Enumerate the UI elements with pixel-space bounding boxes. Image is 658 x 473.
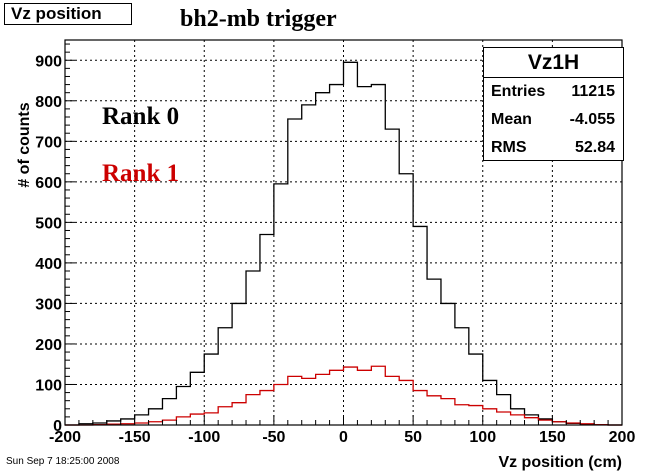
canvas-title: Vz position (4, 3, 132, 25)
x-tick-label: 0 (339, 429, 348, 446)
x-tick-label: -100 (188, 429, 220, 446)
stats-box-name: Vz1H (484, 48, 623, 78)
stats-label: RMS (491, 139, 527, 156)
stats-box: Vz1H Entries 11215 Mean -4.055 RMS 52.84 (483, 47, 624, 161)
plot-frame (64, 39, 623, 426)
y-tick-label: 900 (35, 53, 62, 70)
stats-label: Mean (491, 111, 532, 128)
y-tick-label: 200 (35, 337, 62, 354)
x-tick-label: -150 (119, 429, 151, 446)
y-tick-label: 600 (35, 175, 62, 192)
stats-label: Entries (491, 83, 546, 100)
y-tick-label: 300 (35, 296, 62, 313)
y-axis-label: # of counts (16, 102, 33, 187)
x-tick-label: -50 (262, 429, 285, 446)
x-tick-label: 150 (539, 429, 566, 446)
footer-date: Sun Sep 7 18:25:00 2008 (6, 456, 120, 467)
x-tick-label: 50 (404, 429, 422, 446)
y-tick-label: 100 (35, 377, 62, 394)
x-tick-label: 100 (469, 429, 496, 446)
x-tick-label: 200 (609, 429, 636, 446)
stats-row-entries: Entries 11215 (484, 78, 623, 106)
x-axis-label: Vz position (cm) (498, 454, 622, 471)
rank-0-label: Rank 0 (102, 103, 179, 130)
y-tick-label: 800 (35, 94, 62, 111)
stats-value: 52.84 (574, 139, 615, 156)
stats-value: 11215 (571, 83, 615, 100)
plot-title: bh2-mb trigger (180, 6, 337, 32)
y-tick-label: 0 (53, 418, 62, 435)
rank-1-label: Rank 1 (102, 160, 179, 187)
stats-row-mean: Mean -4.055 (484, 106, 623, 134)
y-tick-label: 400 (35, 256, 62, 273)
stats-value: -4.055 (569, 111, 615, 128)
axes: -200 -150 -100 -50 0 50 100 150 200 0 100 200 300 400… (35, 39, 636, 446)
stats-row-rms: RMS 52.84 (484, 134, 623, 162)
x-tick-label: -200 (49, 429, 81, 446)
y-tick-label: 700 (35, 134, 62, 151)
histogram-series-rank-0 (65, 61, 622, 426)
y-tick-label: 500 (35, 215, 62, 232)
